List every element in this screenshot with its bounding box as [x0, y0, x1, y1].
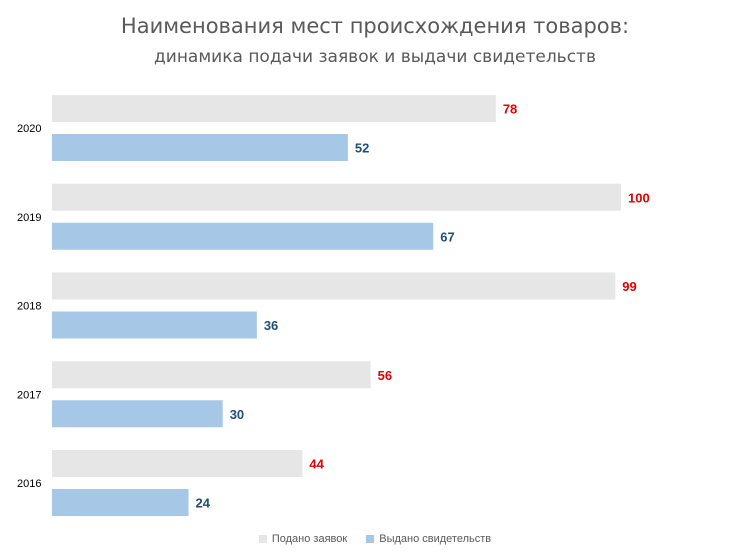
data-label: 67	[440, 229, 454, 244]
data-label: 52	[355, 141, 369, 156]
data-label: 99	[622, 279, 636, 294]
legend-label-submitted: Подано заявок	[272, 533, 347, 545]
legend-item-issued: Выдано свидетельств	[366, 533, 491, 545]
data-label: 30	[230, 407, 244, 422]
data-label: 100	[628, 190, 650, 205]
bar	[52, 95, 496, 122]
bar	[52, 312, 257, 339]
y-tick-label: 2017	[17, 389, 41, 401]
bar	[52, 273, 615, 300]
y-tick-label: 2018	[17, 301, 41, 313]
legend: Подано заявок Выдано свидетельств	[0, 533, 750, 546]
data-label: 56	[378, 368, 392, 383]
legend-swatch-issued	[366, 535, 374, 543]
legend-label-issued: Выдано свидетельств	[379, 533, 491, 545]
legend-swatch-submitted	[259, 535, 267, 543]
legend-item-submitted: Подано заявок	[259, 533, 347, 545]
bar	[52, 450, 302, 477]
bar	[52, 223, 433, 250]
bar	[52, 134, 348, 161]
data-label: 78	[503, 102, 517, 117]
bar	[52, 400, 223, 427]
data-label: 44	[309, 457, 324, 472]
y-tick-label: 2019	[17, 212, 41, 224]
y-tick-label: 2016	[17, 478, 41, 490]
bar	[52, 361, 371, 388]
bar	[52, 489, 189, 516]
data-label: 24	[196, 496, 211, 511]
bar	[52, 184, 621, 211]
y-tick-label: 2020	[17, 123, 41, 135]
data-label: 36	[264, 318, 278, 333]
